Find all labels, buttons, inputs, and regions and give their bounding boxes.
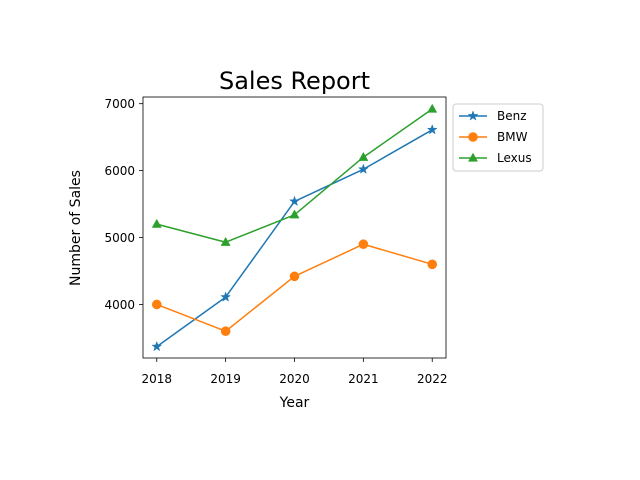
legend-marker-bmw	[468, 132, 478, 142]
chart-title: Sales Report	[219, 67, 370, 95]
y-tick-label: 4000	[104, 298, 135, 312]
data-point-benz	[151, 340, 163, 352]
data-point-lexus	[289, 209, 300, 219]
x-tick-label: 2021	[348, 372, 379, 386]
data-point-lexus	[220, 236, 231, 246]
series-line-lexus	[156, 108, 433, 243]
data-point-bmw	[358, 239, 369, 250]
y-tick-label: 7000	[104, 97, 135, 111]
y-tick-label: 6000	[104, 164, 135, 178]
data-point-benz	[289, 195, 300, 207]
plot-area: 2018 2019 2020 2021 2022 4000 5000 6000 7000	[104, 96, 448, 386]
x-axis-label: Year	[279, 395, 310, 411]
x-tick-label: 2018	[141, 372, 172, 386]
data-point-lexus	[358, 151, 369, 161]
data-point-benz	[426, 124, 438, 135]
x-tick-label: 2020	[279, 372, 310, 386]
data-point-bmw	[151, 299, 162, 310]
data-point-bmw	[427, 259, 438, 270]
data-point-bmw	[220, 326, 231, 337]
legend-label-benz: Benz	[497, 109, 527, 123]
legend-label-lexus: Lexus	[497, 151, 532, 165]
series-line-benz	[156, 129, 433, 348]
legend-box	[452, 103, 544, 172]
legend-label-bmw: BMW	[497, 130, 528, 144]
data-point-lexus	[427, 103, 438, 113]
legend: Benz BMW Lexus	[452, 103, 544, 172]
axes-frame	[142, 96, 447, 359]
data-point-benz	[220, 291, 232, 302]
data-point-bmw	[289, 271, 300, 282]
y-axis-label: Number of Sales	[68, 170, 84, 286]
series-line-bmw	[156, 243, 433, 332]
x-tick-label: 2019	[210, 372, 241, 386]
data-point-lexus	[151, 218, 162, 228]
y-tick-label: 5000	[104, 231, 135, 245]
data-point-benz	[357, 163, 369, 174]
legend-marker-benz	[467, 110, 479, 121]
x-tick-label: 2022	[417, 372, 448, 386]
legend-marker-lexus	[468, 152, 478, 162]
